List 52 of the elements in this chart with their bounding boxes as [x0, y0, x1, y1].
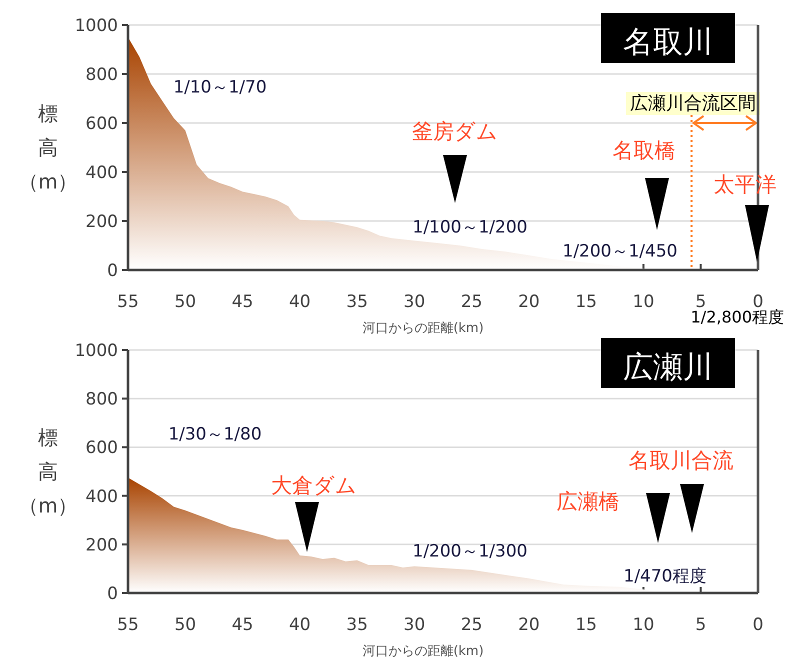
x-tick-label: 40 [289, 292, 311, 312]
chart-title: 名取川 [623, 25, 713, 60]
x-tick-label: 25 [460, 615, 482, 635]
x-tick-label: 10 [632, 615, 654, 635]
y-tick-label: 0 [107, 261, 118, 281]
annotation: 1/30～1/80 [168, 424, 262, 445]
x-tick-label: 55 [117, 292, 139, 312]
y-tick-label: 1000 [74, 341, 118, 361]
x-tick-label: 40 [289, 615, 311, 635]
x-tick-label: 15 [575, 615, 597, 635]
x-tick-label: 20 [518, 615, 540, 635]
x-tick-label: 45 [232, 615, 254, 635]
annotation: 1/100～1/200 [412, 218, 528, 238]
annotation: 名取橋 [612, 138, 676, 163]
y-tick-label: 600 [86, 438, 118, 458]
chart-title: 広瀬川 [623, 350, 713, 385]
x-tick-label: 50 [174, 615, 196, 635]
x-tick-label: 35 [346, 292, 368, 312]
annotation: 1/200～1/450 [562, 242, 678, 262]
x-tick-label: 20 [518, 292, 540, 312]
y-tick-label: 200 [86, 535, 118, 556]
x-tick-label: 25 [460, 292, 482, 312]
annotation: 1/10～1/70 [173, 78, 267, 98]
annotation: 大倉ダム [271, 474, 357, 498]
annotation: 1/470程度 [624, 566, 706, 587]
x-tick-label: 10 [632, 292, 654, 312]
x-tick-label: 5 [695, 615, 706, 635]
x-tick-label: 35 [346, 615, 368, 635]
annotation: 釜房ダム [412, 120, 498, 144]
y-tick-label: 400 [86, 163, 118, 183]
x-tick-label: 55 [117, 615, 139, 635]
x-axis-title: 河口からの距離(km) [362, 321, 484, 336]
y-axis-title: 標高（m） [18, 426, 78, 518]
y-axis-title: 標高（m） [18, 102, 78, 194]
y-tick-label: 800 [86, 65, 118, 85]
x-axis-title: 河口からの距離(km) [362, 644, 484, 659]
x-tick-label: 15 [575, 292, 597, 312]
x-tick-label: 50 [174, 292, 196, 312]
ref-line-label: 広瀬川合流区間 [630, 93, 756, 114]
y-tick-label: 400 [86, 486, 118, 507]
annotation: 1/200～1/300 [412, 542, 528, 562]
y-tick-label: 600 [86, 114, 118, 134]
x-tick-label: 30 [404, 615, 426, 635]
y-tick-label: 1000 [74, 16, 118, 36]
y-tick-label: 800 [86, 390, 118, 410]
annotation: 広瀬橋 [556, 490, 620, 514]
x-tick-label: 0 [752, 615, 764, 635]
x-tick-label: 45 [232, 292, 254, 312]
y-tick-label: 0 [107, 584, 118, 604]
y-tick-label: 200 [86, 212, 118, 232]
annotation: 名取川合流 [628, 448, 734, 473]
x-tick-label: 30 [404, 292, 426, 312]
